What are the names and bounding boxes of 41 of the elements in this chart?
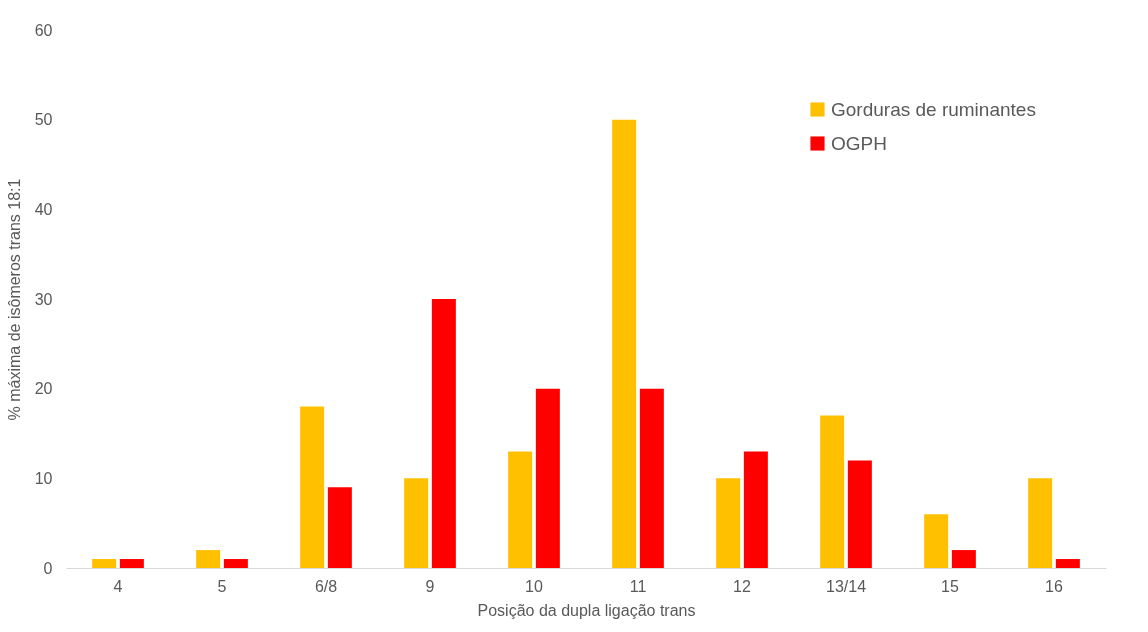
bar: [119, 559, 144, 568]
bar: [716, 478, 741, 568]
bar: [743, 451, 768, 568]
bar: [951, 550, 976, 568]
bar: [223, 559, 248, 568]
bar: [612, 119, 637, 568]
bar: [1028, 478, 1053, 568]
x-tick-label: 15: [941, 577, 959, 595]
legend-label: OGPH: [831, 132, 887, 154]
x-tick-label: 5: [217, 577, 227, 595]
y-tick-label: 0: [43, 559, 53, 577]
bar: [196, 550, 221, 568]
legend-label: Gorduras de ruminantes: [831, 98, 1036, 120]
y-tick-label: 50: [34, 111, 53, 129]
bar: [300, 406, 325, 568]
bar: [639, 388, 664, 568]
bar: [92, 559, 117, 568]
bar: [924, 514, 949, 568]
y-tick-label: 40: [34, 200, 53, 218]
x-tick-label: 12: [733, 577, 751, 595]
y-tick-label: 30: [34, 290, 53, 308]
y-tick-label: 60: [34, 21, 53, 39]
x-tick-label: 9: [425, 577, 435, 595]
bar: [404, 478, 429, 568]
x-tick-label: 16: [1045, 577, 1063, 595]
bar: [847, 460, 872, 568]
bar: [1055, 559, 1080, 568]
bar: [431, 299, 456, 568]
x-axis-title: Posição da dupla ligação trans: [477, 601, 696, 619]
x-tick-label: 4: [113, 577, 123, 595]
y-tick-label: 20: [34, 380, 53, 398]
x-tick-label: 6/8: [314, 577, 338, 595]
y-axis-title: % máxima de isômeros trans 18:1: [5, 178, 23, 421]
x-tick-label: 10: [525, 577, 543, 595]
x-tick-label: 13/14: [825, 577, 867, 595]
y-tick-label: 10: [34, 469, 53, 487]
bar: [508, 451, 533, 568]
bar: [535, 388, 560, 568]
bar: [820, 415, 845, 568]
x-tick-label: 11: [629, 577, 647, 595]
bar: [327, 487, 352, 568]
